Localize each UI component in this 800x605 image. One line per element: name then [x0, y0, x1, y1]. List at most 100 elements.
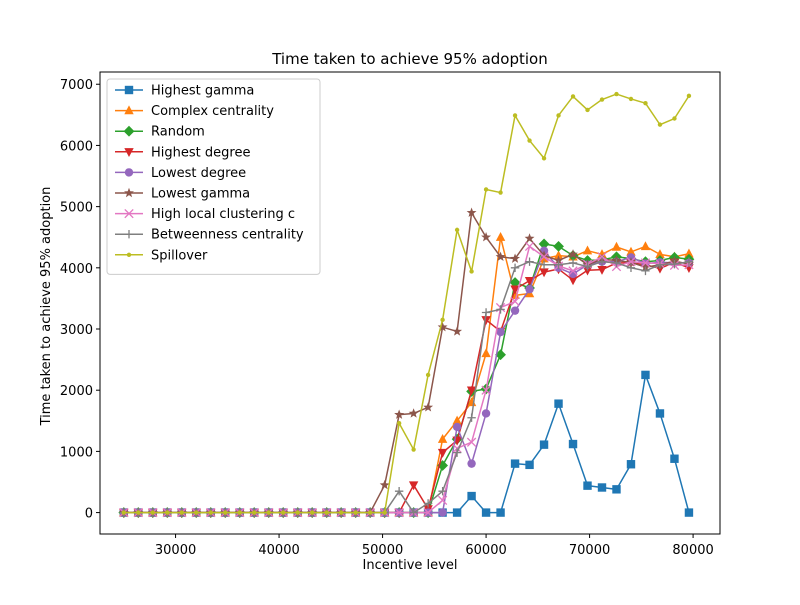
- legend-item: Spillover: [115, 248, 208, 263]
- data-point: [556, 113, 561, 118]
- data-point: [466, 437, 477, 447]
- data-point: [626, 460, 636, 469]
- y-tick-label: 2000: [60, 384, 93, 399]
- data-point: [411, 447, 416, 452]
- data-point: [655, 260, 665, 269]
- data-point: [684, 508, 694, 517]
- legend-box: [106, 78, 321, 275]
- legend-label: High local clustering c: [151, 207, 295, 222]
- legend-item: Random: [115, 125, 205, 140]
- data-point: [539, 252, 549, 262]
- data-point: [525, 257, 534, 266]
- data-point: [495, 251, 506, 262]
- legend-label: Lowest degree: [151, 166, 246, 181]
- data-point: [568, 249, 578, 259]
- data-point: [338, 510, 344, 515]
- y-tick-label: 4000: [60, 262, 93, 277]
- data-point: [481, 232, 492, 242]
- data-point: [437, 448, 448, 458]
- data-point: [136, 510, 141, 515]
- data-point: [657, 122, 663, 127]
- data-point: [295, 510, 300, 515]
- data-point: [628, 96, 634, 102]
- data-point: [223, 510, 228, 515]
- data-point: [367, 510, 373, 515]
- data-point: [640, 258, 651, 268]
- data-point: [510, 263, 520, 273]
- legend-label: Random: [151, 125, 205, 140]
- data-point: [409, 508, 418, 517]
- data-point: [568, 266, 578, 276]
- data-point: [437, 495, 448, 506]
- series-line: [123, 93, 690, 514]
- x-tick-label: 60000: [465, 543, 506, 558]
- legend-label: Lowest gamma: [151, 187, 250, 202]
- legend-item: Highest degree: [115, 145, 250, 160]
- data-point: [496, 508, 505, 517]
- legend-marker: [124, 105, 134, 115]
- data-point: [425, 372, 431, 378]
- data-point: [481, 409, 491, 418]
- axes-frame: [99, 71, 721, 535]
- data-point: [208, 510, 213, 515]
- legend-marker: [124, 208, 134, 219]
- y-axis-label: Time taken to achieve 95% adoption: [39, 187, 54, 427]
- data-point: [553, 255, 564, 265]
- data-point: [150, 510, 155, 515]
- data-point: [423, 402, 434, 412]
- data-point: [539, 253, 549, 263]
- data-point: [481, 385, 491, 395]
- x-tick-label: 40000: [258, 543, 299, 558]
- data-point: [672, 116, 677, 121]
- data-point: [452, 415, 462, 425]
- x-axis-label: Incentive level: [363, 558, 458, 573]
- data-point: [655, 249, 665, 259]
- data-point: [554, 399, 563, 408]
- data-point: [583, 262, 592, 271]
- data-point: [626, 257, 636, 267]
- data-point: [481, 308, 491, 317]
- data-point: [640, 241, 651, 251]
- legend-label: Betweenness centrality: [151, 228, 304, 243]
- x-axis: 30000 40000 50000 60000 70000 80000: [99, 71, 721, 558]
- data-point: [396, 421, 402, 426]
- data-point: [614, 91, 619, 97]
- y-tick-label: 0: [85, 507, 93, 522]
- data-point: [582, 266, 593, 276]
- data-point: [527, 138, 532, 143]
- legend-marker: [124, 148, 134, 157]
- data-point: [495, 349, 506, 361]
- legend-label: Spillover: [151, 248, 208, 263]
- data-point: [165, 510, 170, 515]
- data-point: [121, 510, 127, 515]
- legend-marker: [124, 187, 134, 198]
- data-point: [496, 305, 505, 314]
- data-point: [686, 93, 692, 99]
- data-point: [266, 510, 271, 515]
- x-tick-label: 30000: [155, 543, 196, 558]
- data-point: [597, 265, 607, 275]
- data-point: [481, 316, 491, 326]
- data-point: [626, 246, 636, 256]
- data-point: [379, 479, 390, 490]
- legend-item: Lowest gamma: [115, 187, 250, 202]
- data-point: [554, 260, 563, 269]
- data-point: [510, 296, 520, 307]
- data-point: [467, 491, 476, 501]
- data-point: [568, 269, 578, 279]
- data-point: [309, 510, 315, 515]
- data-point: [452, 508, 462, 517]
- data-point: [553, 250, 564, 260]
- data-point: [394, 507, 404, 518]
- legend-marker: [124, 168, 134, 177]
- data-point: [440, 317, 445, 323]
- data-point: [612, 485, 621, 494]
- y-tick-label: 1000: [60, 445, 93, 460]
- legend-marker: [124, 85, 134, 95]
- data-point: [597, 257, 607, 266]
- data-point: [469, 269, 474, 274]
- data-point: [524, 276, 535, 286]
- data-point: [539, 440, 549, 449]
- data-point: [626, 263, 636, 273]
